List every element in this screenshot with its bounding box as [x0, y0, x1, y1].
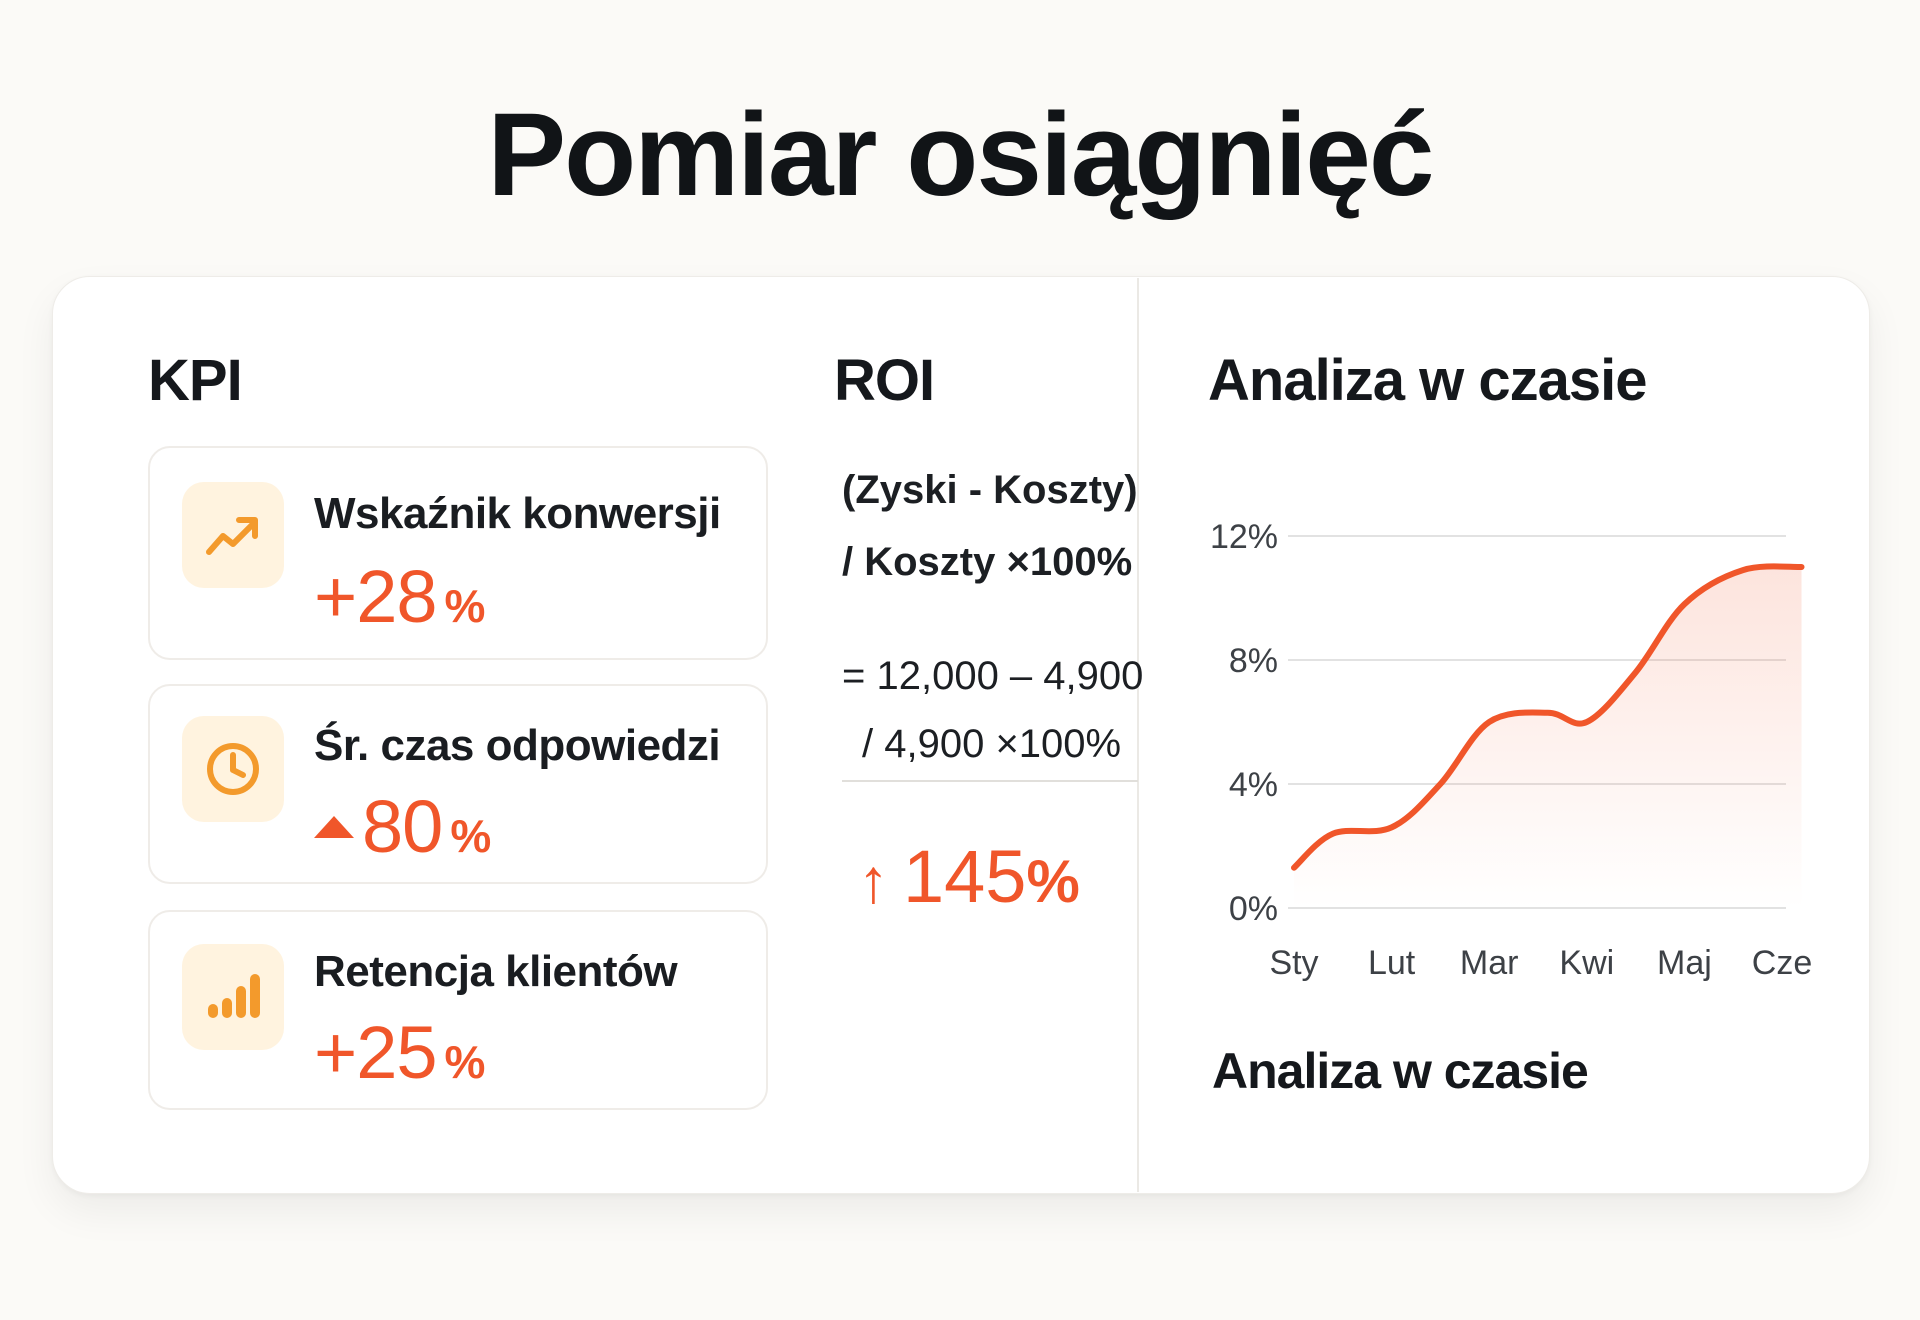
- x-tick-label: Cze: [1752, 944, 1812, 982]
- kpi-heading: KPI: [148, 348, 243, 413]
- trend-up-arrow-icon: [182, 482, 284, 588]
- bar-chart-icon: [182, 944, 284, 1050]
- kpi-number: 28: [356, 555, 437, 638]
- kpi-card-response-time: Śr. czas odpowiedzi 80%: [148, 684, 768, 884]
- roi-heading: ROI: [834, 348, 935, 413]
- y-tick-label: 12%: [1210, 518, 1278, 556]
- roi-divider-rule: [842, 780, 1138, 782]
- x-tick-label: Mar: [1460, 944, 1519, 982]
- roi-formula-line1: (Zyski - Koszty): [842, 468, 1138, 512]
- analysis-heading: Analiza w czasie: [1208, 348, 1648, 413]
- x-tick-label: Kwi: [1559, 944, 1614, 982]
- panel-divider: [1137, 278, 1139, 1192]
- y-tick-label: 4%: [1229, 766, 1278, 804]
- arrow-up-icon: ↑: [858, 847, 889, 916]
- roi-result: ↑ 145%: [858, 840, 1080, 914]
- series-area: [1294, 566, 1802, 908]
- kpi-value: +25%: [314, 1016, 485, 1090]
- x-tick-label: Lut: [1368, 944, 1416, 982]
- kpi-unit: %: [444, 580, 486, 632]
- kpi-value: +28%: [314, 560, 485, 634]
- kpi-name: Wskaźnik konwersji: [314, 489, 721, 538]
- series-line: [1291, 563, 1805, 871]
- kpi-number: 80: [362, 785, 443, 868]
- kpi-prefix: +: [314, 555, 357, 638]
- roi-result-number: 145: [903, 835, 1027, 918]
- kpi-prefix: +: [314, 1011, 357, 1094]
- page-title: Pomiar osiągnięć: [487, 89, 1434, 221]
- kpi-value: 80%: [314, 790, 491, 864]
- kpi-unit: %: [450, 810, 492, 862]
- x-tick-label: Maj: [1657, 944, 1712, 982]
- kpi-number: 25: [356, 1011, 437, 1094]
- kpi-name: Retencja klientów: [314, 947, 678, 996]
- kpi-name: Śr. czas odpowiedzi: [314, 721, 721, 770]
- clock-icon: [182, 716, 284, 822]
- roi-calc-line1: = 12,000 – 4,900: [842, 654, 1144, 698]
- kpi-card-conversion: Wskaźnik konwersji +28%: [148, 446, 768, 660]
- roi-calc-line2: / 4,900 ×100%: [862, 722, 1122, 766]
- roi-result-unit: %: [1026, 848, 1080, 915]
- kpi-card-retention: Retencja klientów +25%: [148, 910, 768, 1110]
- y-tick-label: 0%: [1229, 890, 1278, 928]
- triangle-up-icon: [314, 816, 354, 838]
- roi-formula-line2: / Koszty ×100%: [842, 540, 1133, 584]
- line-chart: 0% 4% 8% 12% Sty Lut Mar Kwi Maj Cze: [1210, 518, 1812, 982]
- analysis-caption: Analiza w czasie: [1212, 1043, 1589, 1099]
- y-tick-label: 8%: [1229, 642, 1278, 680]
- kpi-unit: %: [444, 1036, 486, 1088]
- x-tick-label: Sty: [1269, 944, 1318, 982]
